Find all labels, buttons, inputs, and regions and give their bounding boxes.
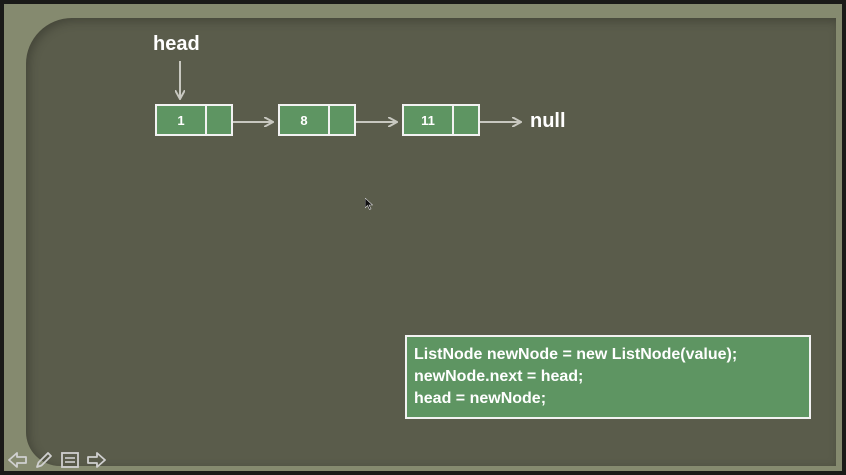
- list-node-2: 8: [278, 104, 356, 136]
- list-node-1: 1: [155, 104, 233, 136]
- node-value: 8: [280, 106, 330, 134]
- node-next-cell: [330, 106, 354, 134]
- mouse-cursor-icon: [364, 197, 374, 215]
- code-line: newNode.next = head;: [414, 368, 584, 385]
- node-value: 1: [157, 106, 207, 134]
- node-value: 11: [404, 106, 454, 134]
- code-line: head = newNode;: [414, 390, 547, 407]
- arrow-left-icon[interactable]: [8, 450, 28, 470]
- slide-frame: [4, 4, 842, 471]
- presentation-controls: [8, 450, 106, 470]
- head-label: head: [153, 33, 200, 55]
- code-box: ListNode newNode = new ListNode(value); …: [405, 335, 811, 419]
- code-line: ListNode newNode = new ListNode(value);: [414, 346, 738, 363]
- node-next-cell: [454, 106, 478, 134]
- pen-icon[interactable]: [34, 450, 54, 470]
- node-next-cell: [207, 106, 231, 134]
- arrow-right-icon[interactable]: [86, 450, 106, 470]
- null-label: null: [530, 110, 566, 132]
- menu-icon[interactable]: [60, 450, 80, 470]
- list-node-3: 11: [402, 104, 480, 136]
